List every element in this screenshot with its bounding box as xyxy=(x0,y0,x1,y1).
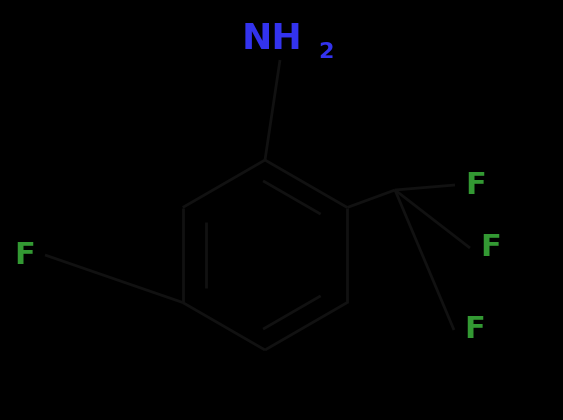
Text: F: F xyxy=(480,234,501,262)
Text: F: F xyxy=(464,315,485,344)
Text: NH: NH xyxy=(241,22,302,56)
Text: F: F xyxy=(14,241,35,270)
Text: F: F xyxy=(465,171,486,200)
Text: 2: 2 xyxy=(318,42,334,62)
